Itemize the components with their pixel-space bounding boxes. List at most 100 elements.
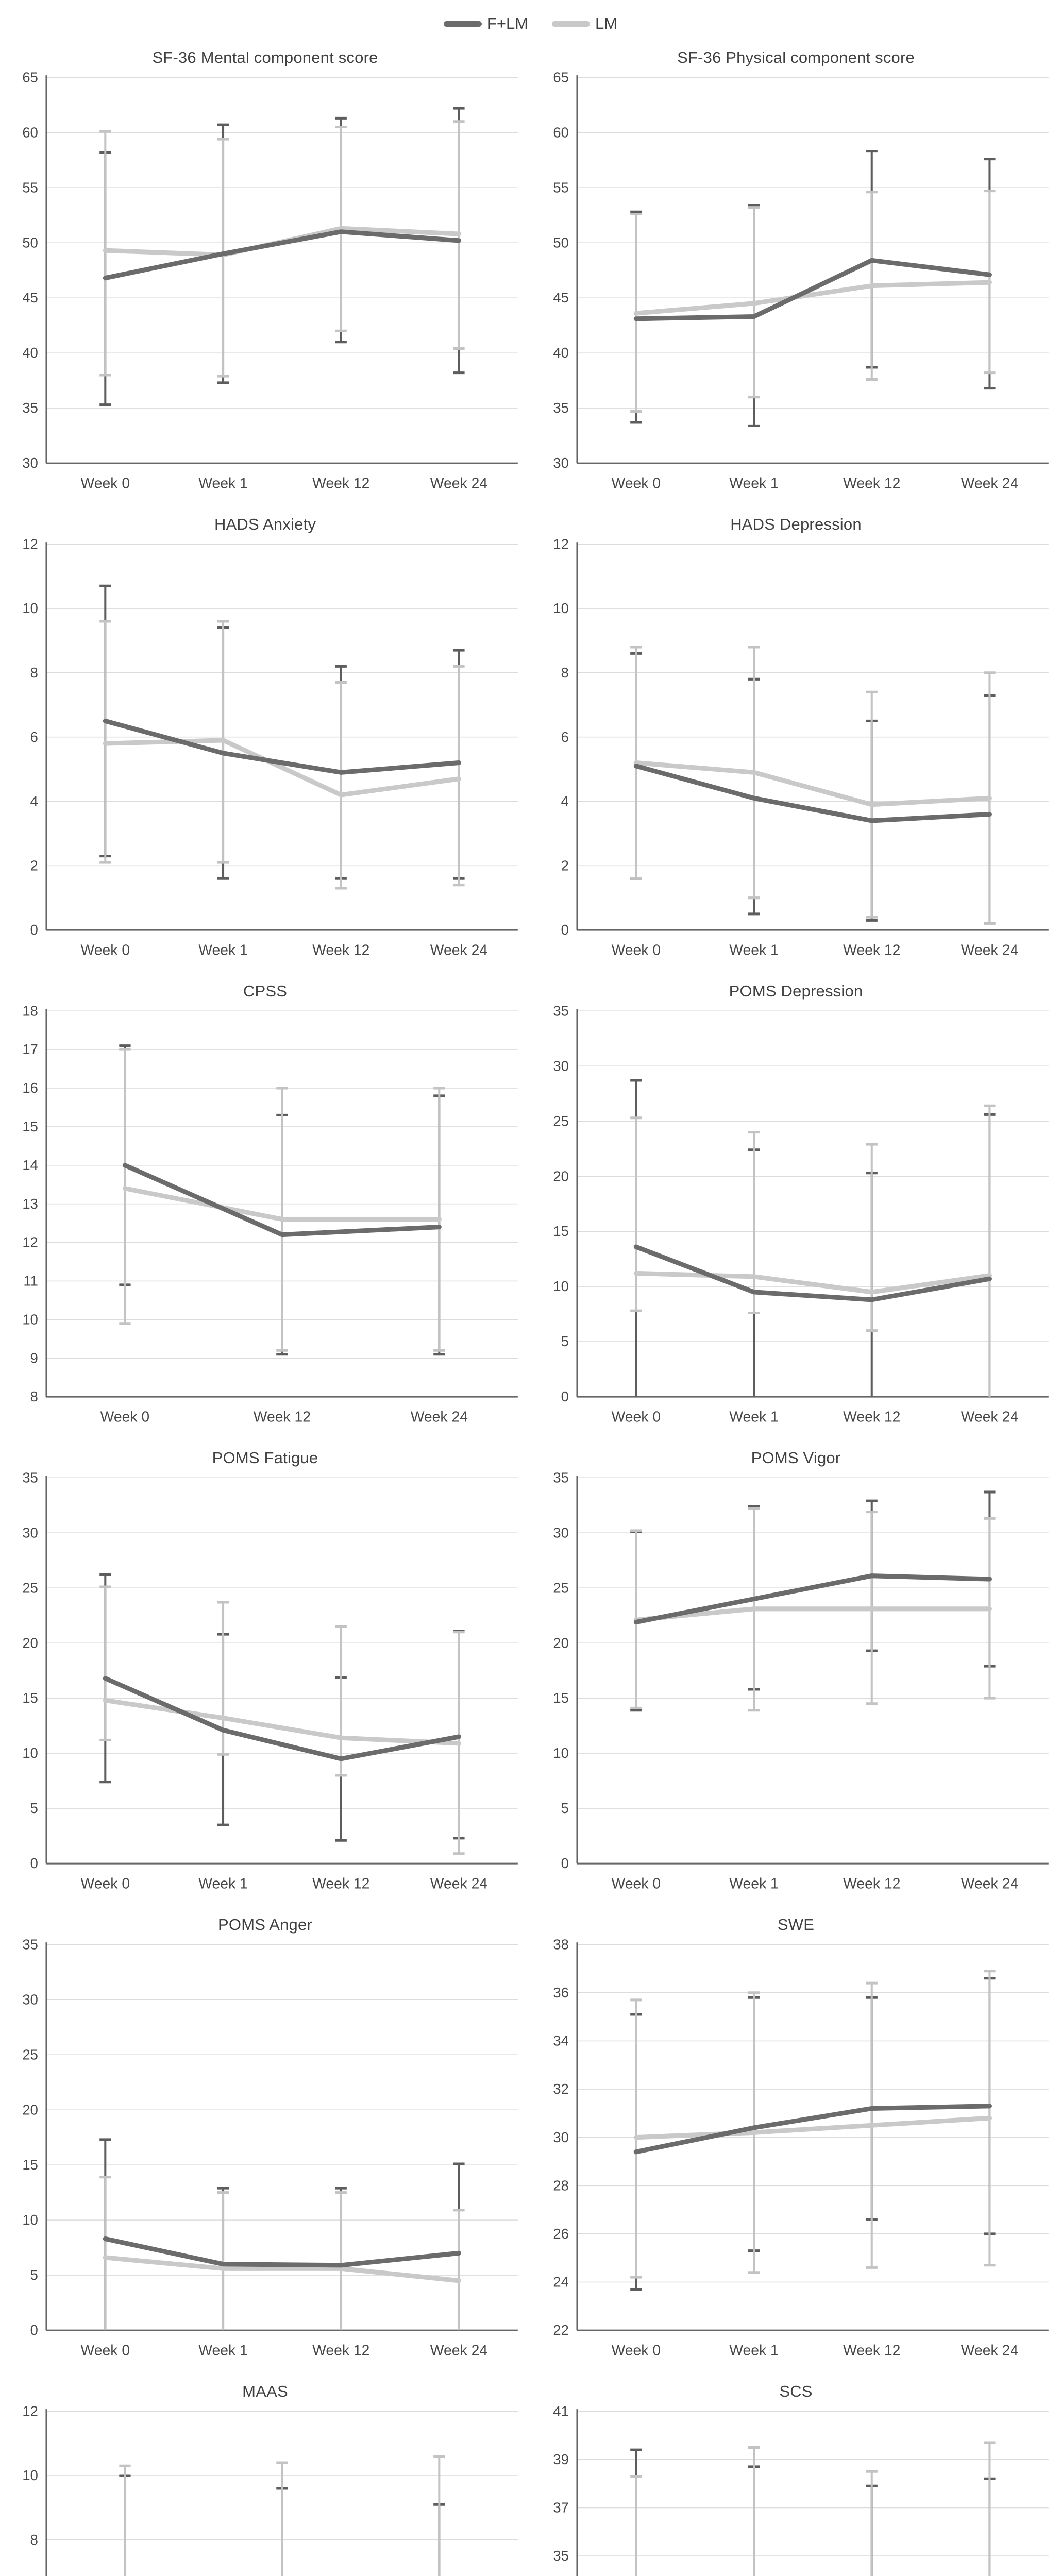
svg-text:Week 1: Week 1 [729, 1409, 779, 1426]
svg-text:20: 20 [22, 1635, 38, 1651]
chart-cell-swe: SWE 22 24 26 28 30 32 34 36 38 Week 0 Week 1 Week 12… [535, 1907, 1057, 2369]
svg-text:40: 40 [22, 345, 38, 361]
svg-text:Week 24: Week 24 [961, 942, 1018, 959]
chart-plot: 0 2 4 6 8 10 12 Week 0 Week 1 Week 12 Week 24 [22, 536, 518, 959]
svg-text:Week 24: Week 24 [430, 476, 487, 492]
svg-text:40: 40 [553, 345, 568, 361]
svg-text:5: 5 [561, 1800, 568, 1816]
chart-plot: 30 35 40 45 50 55 60 65 Week 0 Week 1 Week 12 Week … [553, 69, 1049, 492]
svg-text:65: 65 [22, 69, 38, 85]
svg-text:15: 15 [22, 1690, 38, 1706]
chart-cell-poms-anger: POMS Anger 0 5 10 15 20 25 30 35 Week 0 Week 1 Week… [5, 1907, 526, 2369]
svg-text:6: 6 [561, 729, 568, 745]
svg-text:4: 4 [30, 793, 38, 809]
svg-text:34: 34 [553, 2033, 568, 2049]
svg-text:38: 38 [553, 1936, 568, 1952]
svg-text:12: 12 [22, 1234, 38, 1250]
svg-text:Week 1: Week 1 [198, 942, 248, 959]
svg-text:5: 5 [30, 2267, 38, 2283]
svg-text:45: 45 [22, 290, 38, 306]
chart-title: HADS Anxiety [214, 515, 316, 533]
svg-text:Week 12: Week 12 [312, 476, 369, 492]
chart-title: SF-36 Physical component score [677, 48, 915, 66]
svg-text:0: 0 [30, 1855, 38, 1871]
svg-text:0: 0 [561, 1855, 568, 1871]
svg-text:12: 12 [22, 536, 38, 552]
svg-text:15: 15 [553, 1690, 568, 1706]
svg-text:37: 37 [553, 2500, 568, 2516]
flm-line-swatch [443, 21, 482, 27]
svg-text:Week 24: Week 24 [430, 942, 487, 959]
svg-text:30: 30 [553, 2129, 568, 2145]
svg-text:60: 60 [553, 124, 568, 140]
svg-text:10: 10 [22, 1311, 38, 1327]
chart-title: POMS Depression [729, 982, 863, 1000]
legend-item-lm: LM [552, 14, 617, 33]
chart-title: POMS Vigor [751, 1449, 841, 1467]
svg-text:39: 39 [553, 2451, 568, 2467]
svg-text:30: 30 [22, 455, 38, 471]
svg-text:35: 35 [553, 1469, 568, 1485]
chart-title: HADS Depression [730, 515, 862, 533]
svg-text:20: 20 [22, 2102, 38, 2117]
svg-text:5: 5 [30, 1800, 38, 1816]
svg-text:Week 24: Week 24 [430, 1876, 487, 1892]
chart-plot: 30 35 40 45 50 55 60 65 Week 0 Week 1 Week 12 Week … [22, 69, 518, 492]
svg-text:35: 35 [553, 1003, 568, 1019]
svg-text:Week 1: Week 1 [198, 476, 248, 492]
svg-text:0: 0 [30, 922, 38, 938]
svg-text:Week 12: Week 12 [312, 942, 369, 959]
svg-text:Week 0: Week 0 [80, 2343, 130, 2359]
svg-text:14: 14 [22, 1157, 38, 1173]
svg-text:55: 55 [553, 179, 568, 195]
svg-text:32: 32 [553, 2081, 568, 2097]
svg-text:30: 30 [553, 455, 568, 471]
chart-title: POMS Fatigue [212, 1449, 318, 1467]
svg-text:Week 24: Week 24 [961, 1876, 1018, 1892]
chart-cell-cpss: CPSS 8 9 10 11 12 13 14 15 16 17 18 Week 0 Week 12 Wee… [5, 974, 526, 1435]
svg-text:35: 35 [22, 1469, 38, 1485]
chart-cell-sf-36-mental-component-score: SF-36 Mental component score 30 35 40 45 50 55… [5, 40, 526, 502]
svg-text:4: 4 [561, 793, 568, 809]
svg-text:26: 26 [553, 2226, 568, 2242]
svg-text:Week 0: Week 0 [611, 1876, 661, 1892]
svg-text:Week 12: Week 12 [843, 1876, 900, 1892]
svg-text:Week 12: Week 12 [253, 1409, 310, 1426]
svg-text:25: 25 [553, 1580, 568, 1596]
svg-text:0: 0 [561, 1388, 568, 1404]
svg-text:30: 30 [553, 1058, 568, 1074]
svg-text:22: 22 [553, 2322, 568, 2338]
chart-cell-poms-depression: POMS Depression 0 5 10 15 20 25 30 35 Week 0 Week … [535, 974, 1057, 1435]
svg-text:Week 12: Week 12 [312, 1876, 369, 1892]
chart-cell-poms-vigor: POMS Vigor 0 5 10 15 20 25 30 35 Week 0 Week 1 Week… [535, 1440, 1057, 1902]
svg-text:35: 35 [553, 2548, 568, 2564]
svg-text:30: 30 [22, 1991, 38, 2007]
svg-text:Week 24: Week 24 [961, 476, 1018, 492]
svg-text:Week 0: Week 0 [611, 1409, 661, 1426]
chart-cell-hads-depression: HADS Depression 0 2 4 6 8 10 12 Week 0 Week 1 Week… [535, 507, 1057, 969]
legend-item-flm: F+LM [443, 14, 528, 33]
svg-text:15: 15 [22, 1118, 38, 1134]
svg-text:16: 16 [22, 1080, 38, 1096]
svg-text:8: 8 [30, 1388, 38, 1404]
svg-text:Week 12: Week 12 [843, 2343, 900, 2359]
chart-title: MAAS [242, 2382, 288, 2400]
chart-plot: 0 5 10 15 20 25 30 35 Week 0 Week 1 Week 12 Week 24 [553, 1469, 1049, 1892]
svg-text:2: 2 [30, 857, 38, 873]
chart-cell-hads-anxiety: HADS Anxiety 0 2 4 6 8 10 12 Week 0 Week 1 Week 12… [5, 507, 526, 969]
svg-text:18: 18 [22, 1003, 38, 1019]
svg-text:10: 10 [553, 600, 568, 616]
svg-text:24: 24 [553, 2274, 568, 2290]
chart-plot: 8 9 10 11 12 13 14 15 16 17 18 Week 0 Week 12 Week 24 [22, 1003, 518, 1426]
svg-text:8: 8 [30, 665, 38, 681]
svg-text:0: 0 [30, 2322, 38, 2338]
svg-text:25: 25 [22, 2046, 38, 2062]
svg-text:25: 25 [22, 1580, 38, 1596]
svg-text:12: 12 [553, 536, 568, 552]
svg-text:Week 24: Week 24 [430, 2343, 487, 2359]
svg-text:20: 20 [553, 1168, 568, 1184]
